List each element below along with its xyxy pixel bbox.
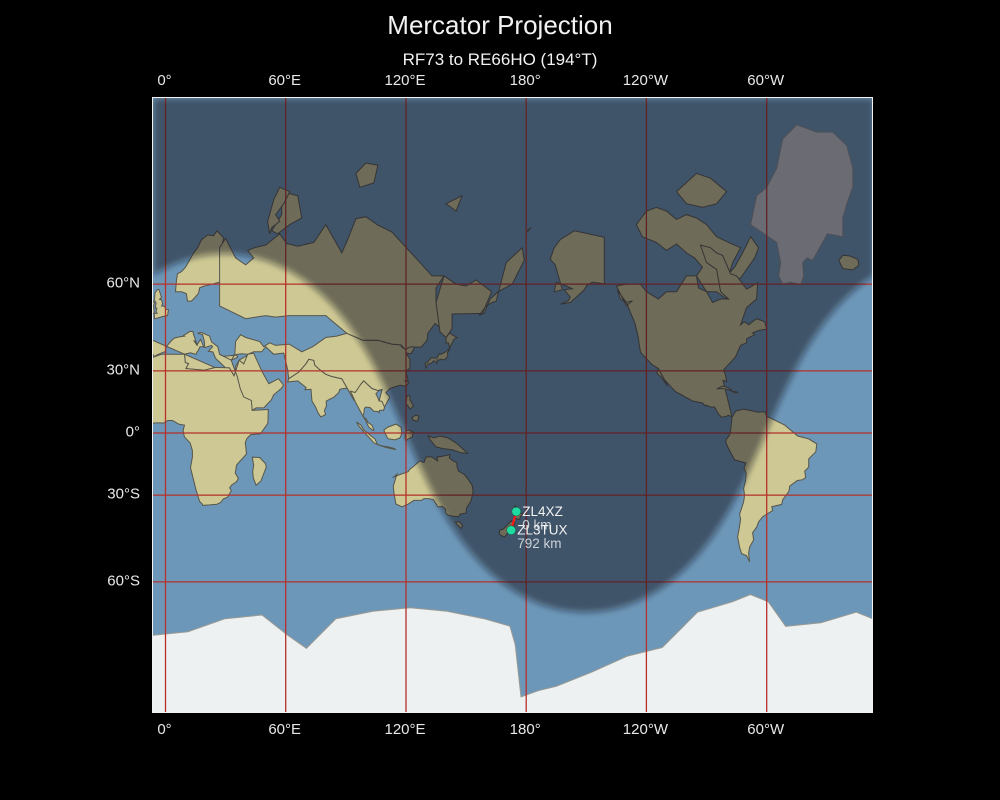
svg-text:792 km: 792 km [517,536,561,551]
